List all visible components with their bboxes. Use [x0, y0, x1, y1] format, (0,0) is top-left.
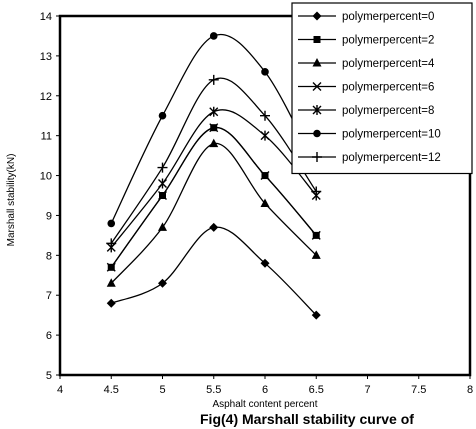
series-line — [110, 127, 317, 268]
legend-label: polymerpercent=10 — [342, 129, 441, 141]
data-point — [107, 219, 116, 228]
x-tick-label: 5 — [159, 384, 165, 396]
x-tick-label: 6 — [262, 384, 268, 396]
legend-label: polymerpercent=12 — [342, 152, 441, 164]
data-point — [157, 162, 168, 173]
series-line — [110, 77, 317, 244]
y-tick-label: 5 — [46, 370, 52, 382]
data-point — [261, 68, 269, 76]
y-tick-label: 10 — [40, 171, 52, 183]
data-point — [312, 105, 322, 115]
data-point — [106, 298, 116, 308]
legend: polymerpercent=0 polymerpercent=2 polymerp… — [291, 2, 473, 175]
data-point — [311, 186, 322, 197]
x-tick-label: 7.5 — [411, 384, 426, 396]
series-3 — [106, 123, 321, 272]
data-point — [311, 250, 321, 259]
legend-entry: polymerpercent=4 — [298, 58, 435, 70]
legend-label: polymerpercent=0 — [342, 11, 434, 23]
series-layer — [106, 32, 322, 320]
y-tick-label: 14 — [40, 11, 52, 23]
series-line — [111, 226, 317, 316]
data-point — [260, 110, 270, 121]
series-line — [110, 142, 317, 284]
y-tick-label: 8 — [46, 250, 52, 262]
x-tick-label: 4.5 — [104, 384, 119, 396]
data-point — [106, 278, 116, 287]
data-point — [158, 278, 167, 288]
legend-label: polymerpercent=2 — [342, 35, 434, 47]
y-tick-label: 7 — [46, 290, 52, 302]
data-point — [158, 111, 167, 120]
x-tick-label: 8 — [467, 384, 473, 396]
data-point — [313, 129, 321, 138]
data-point — [158, 178, 167, 189]
y-axis: 5 6 7 8 9 10 11 12 13 14 — [40, 11, 60, 382]
x-axis-label: Asphalt content percent — [212, 399, 317, 410]
y-tick-label: 13 — [40, 51, 52, 63]
marshall-stability-chart: 5 6 7 8 9 10 11 12 13 14 4 4.5 5 5.5 6 6.5 7 7.5 8 polyme… — [6, 2, 473, 410]
legend-entry: polymerpercent=12 — [298, 152, 441, 164]
data-point — [312, 58, 322, 67]
data-point — [158, 191, 167, 200]
legend-entry: polymerpercent=0 — [298, 11, 434, 23]
legend-entry: polymerpercent=2 — [298, 35, 434, 47]
data-point — [208, 74, 219, 85]
series-6 — [106, 74, 322, 249]
data-point — [209, 222, 219, 232]
y-tick-label: 11 — [41, 131, 52, 143]
figure-caption: Fig(4) Marshall stability curve of — [200, 411, 414, 427]
data-point — [312, 11, 322, 21]
x-tick-label: 7 — [364, 384, 370, 396]
data-point — [209, 32, 218, 40]
data-point — [158, 222, 167, 231]
y-axis-label: Marshall stability(kN) — [6, 154, 17, 247]
legend-entry: polymerpercent=8 — [298, 105, 434, 117]
x-axis: 4 4.5 5 5.5 6 6.5 7 7.5 8 — [57, 375, 473, 396]
legend-label: polymerpercent=4 — [342, 58, 435, 70]
data-point — [260, 198, 270, 207]
y-tick-label: 9 — [46, 210, 52, 222]
y-tick-label: 6 — [46, 330, 52, 342]
data-point — [106, 238, 117, 249]
legend-box — [291, 2, 473, 175]
y-tick-label: 12 — [40, 91, 52, 103]
data-point — [312, 82, 322, 91]
data-point — [209, 138, 219, 148]
series-line — [110, 127, 317, 268]
data-point — [313, 36, 321, 43]
data-point — [311, 230, 321, 240]
data-point — [260, 130, 270, 141]
series-0 — [106, 222, 321, 320]
data-point — [209, 123, 219, 133]
legend-label: polymerpercent=8 — [342, 105, 434, 117]
data-point — [260, 171, 270, 181]
data-point — [260, 258, 270, 268]
legend-entry: polymerpercent=10 — [298, 129, 441, 141]
data-point — [312, 152, 322, 162]
x-tick-label: 5.5 — [206, 384, 221, 396]
data-point — [209, 106, 219, 117]
data-point — [106, 262, 116, 272]
legend-label: polymerpercent=6 — [342, 82, 434, 94]
x-tick-label: 4 — [57, 384, 63, 396]
series-2 — [106, 138, 321, 287]
x-tick-label: 6.5 — [309, 384, 324, 396]
data-point — [311, 310, 321, 320]
legend-entry: polymerpercent=6 — [298, 82, 434, 94]
